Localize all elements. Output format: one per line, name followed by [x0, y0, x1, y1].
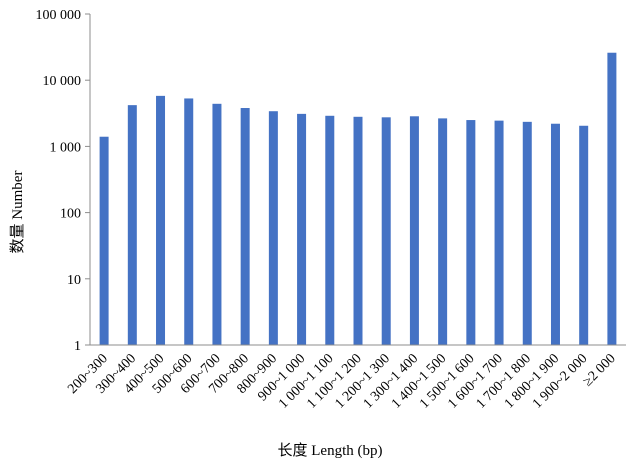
- bar: [607, 52, 617, 346]
- bar: [494, 120, 504, 345]
- bar: [438, 118, 448, 345]
- bar: [579, 125, 589, 345]
- bar: [325, 115, 335, 346]
- y-axis: 1 10 100 1 000 10 000 100 000: [36, 8, 91, 354]
- bar: [240, 108, 250, 345]
- y-tick-label: 100 000: [36, 8, 82, 23]
- bar: [127, 105, 137, 345]
- y-tick-label: 1: [74, 339, 81, 354]
- y-tick-label: 10: [67, 273, 81, 288]
- y-tick-label: 100: [60, 207, 81, 222]
- y-axis-title: 数量 Number: [9, 171, 26, 254]
- y-tick-label: 1 000: [50, 140, 82, 155]
- bar-series: [99, 52, 617, 346]
- y-tick-label: 10 000: [43, 74, 82, 89]
- bar: [99, 136, 109, 345]
- bar: [353, 116, 363, 345]
- bar: [297, 113, 307, 345]
- bar: [522, 121, 532, 346]
- x-axis: 200~300300~400400~500500~600600~700700~8…: [65, 344, 626, 412]
- bar: [156, 95, 166, 345]
- x-axis-title: 长度 Length (bp): [278, 442, 383, 459]
- bar: [381, 117, 391, 345]
- bar: [409, 116, 419, 345]
- bar: [466, 120, 476, 346]
- bar: [268, 111, 278, 345]
- bar: [550, 123, 560, 345]
- bar: [212, 103, 222, 345]
- x-tick-label: ≥2 000: [580, 351, 618, 389]
- bar: [184, 98, 194, 345]
